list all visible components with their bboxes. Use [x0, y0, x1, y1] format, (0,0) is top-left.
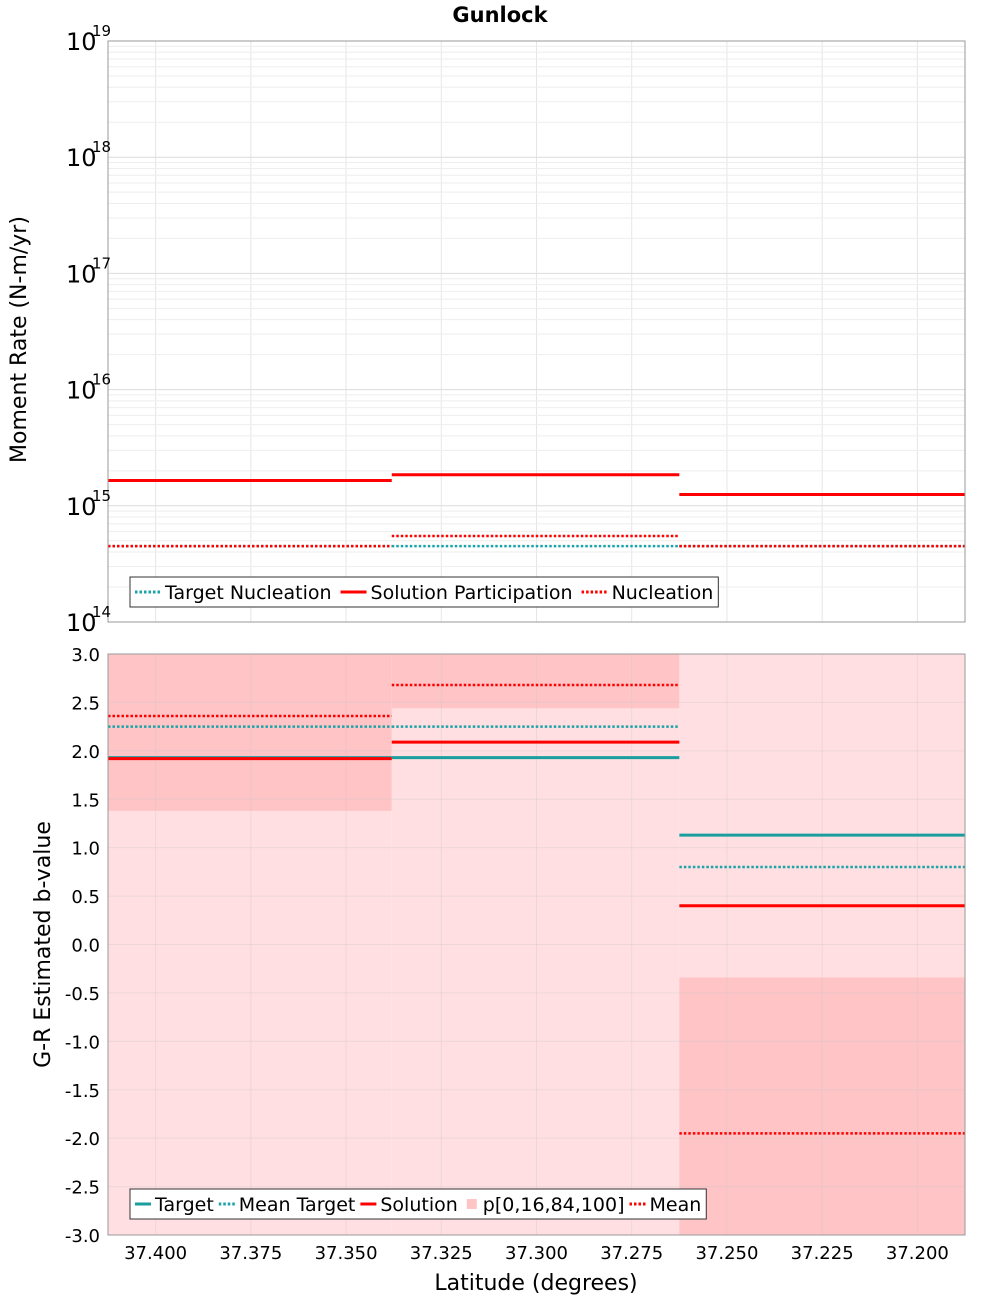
tick-label: -2.5	[65, 1178, 100, 1199]
series-solution-participation	[108, 473, 965, 497]
tick-label: 37.300	[505, 1243, 568, 1264]
tick-label: 37.400	[124, 1243, 187, 1264]
tick-label: 37.350	[315, 1243, 378, 1264]
tick-label: 10	[66, 377, 97, 405]
series-nucleation	[108, 534, 965, 548]
percentile-bands	[108, 654, 965, 1235]
legend-swatch	[466, 1199, 477, 1209]
tick-label: 10	[66, 144, 97, 172]
tick-label: 10	[66, 609, 97, 637]
tick-label: 19	[92, 22, 111, 40]
tick-label: 16	[92, 371, 111, 389]
tick-label: 37.200	[886, 1243, 949, 1264]
tick-label: 1.0	[71, 839, 100, 860]
legend-entry: Target	[154, 1194, 214, 1216]
tick-label: 37.325	[410, 1243, 473, 1264]
b-value-grid	[108, 653, 965, 1236]
x-axis-label: Latitude (degrees)	[434, 1271, 637, 1296]
tick-label: 0.0	[71, 936, 100, 957]
tick-label: 10	[66, 28, 97, 56]
legend-entry: Mean	[650, 1194, 702, 1216]
band-inner	[679, 977, 965, 1235]
tick-label: -1.0	[65, 1032, 100, 1053]
y-axis-label: Moment Rate (N-m/yr)	[7, 216, 32, 463]
band-outer	[391, 654, 680, 1235]
tick-label: -1.5	[65, 1081, 100, 1102]
band-inner	[108, 654, 392, 811]
tick-label: 18	[92, 138, 111, 156]
legend-box	[129, 1188, 707, 1220]
legend-entry: Mean Target	[239, 1194, 356, 1216]
tick-label: 37.275	[600, 1243, 663, 1264]
tick-label: -3.0	[65, 1226, 100, 1247]
tick-label: 0.5	[71, 887, 100, 908]
legend-entry: Target Nucleation	[164, 582, 332, 604]
x-ticks: 37.400 37.375 37.350 37.325 37.300 37.275 37.2…	[124, 1243, 949, 1264]
chart-title: Gunlock	[452, 3, 548, 27]
band-inner	[391, 654, 680, 709]
tick-label: 37.225	[791, 1243, 854, 1264]
tick-label: 15	[92, 487, 111, 505]
tick-label: 14	[92, 603, 111, 621]
tick-label: 37.375	[219, 1243, 282, 1264]
tick-label: 10	[66, 493, 97, 521]
tick-label: 37.250	[695, 1243, 758, 1264]
legend-box	[129, 576, 719, 608]
tick-label: -0.5	[65, 984, 100, 1005]
tick-label: 1.5	[71, 790, 100, 811]
b-value-frame	[107, 653, 966, 1236]
moment-rate-legend: Target Nucleation Solution Participation N…	[129, 576, 719, 608]
legend-entry: Solution	[380, 1194, 457, 1216]
y-axis-label: G-R Estimated b-value	[31, 821, 56, 1068]
series-mean	[108, 683, 965, 1135]
b-value-panel: 3.0 2.5 2.0 1.5 1.0 0.5 0.0 -0.5 -1.0 -1.5 -2.0 -2.…	[65, 645, 966, 1264]
tick-label: 10	[66, 260, 97, 288]
b-value-legend: Target Mean Target Solution p[0,16,84,100] M…	[129, 1188, 707, 1220]
legend-entry: p[0,16,84,100]	[483, 1194, 625, 1216]
legend-entry: Solution Participation	[371, 582, 573, 604]
tick-label: 17	[92, 254, 111, 272]
moment-rate-frame	[107, 40, 966, 623]
tick-label: -2.0	[65, 1129, 100, 1150]
series-mean-target	[108, 725, 965, 869]
tick-label: 3.0	[71, 645, 100, 666]
series-solution	[108, 740, 965, 908]
tick-label: 2.5	[71, 693, 100, 714]
b-value-y-ticks: 3.0 2.5 2.0 1.5 1.0 0.5 0.0 -0.5 -1.0 -1.5 -2.0 -2.…	[65, 645, 100, 1247]
tick-label: 2.0	[71, 742, 100, 763]
legend-entry: Nucleation	[612, 582, 714, 604]
